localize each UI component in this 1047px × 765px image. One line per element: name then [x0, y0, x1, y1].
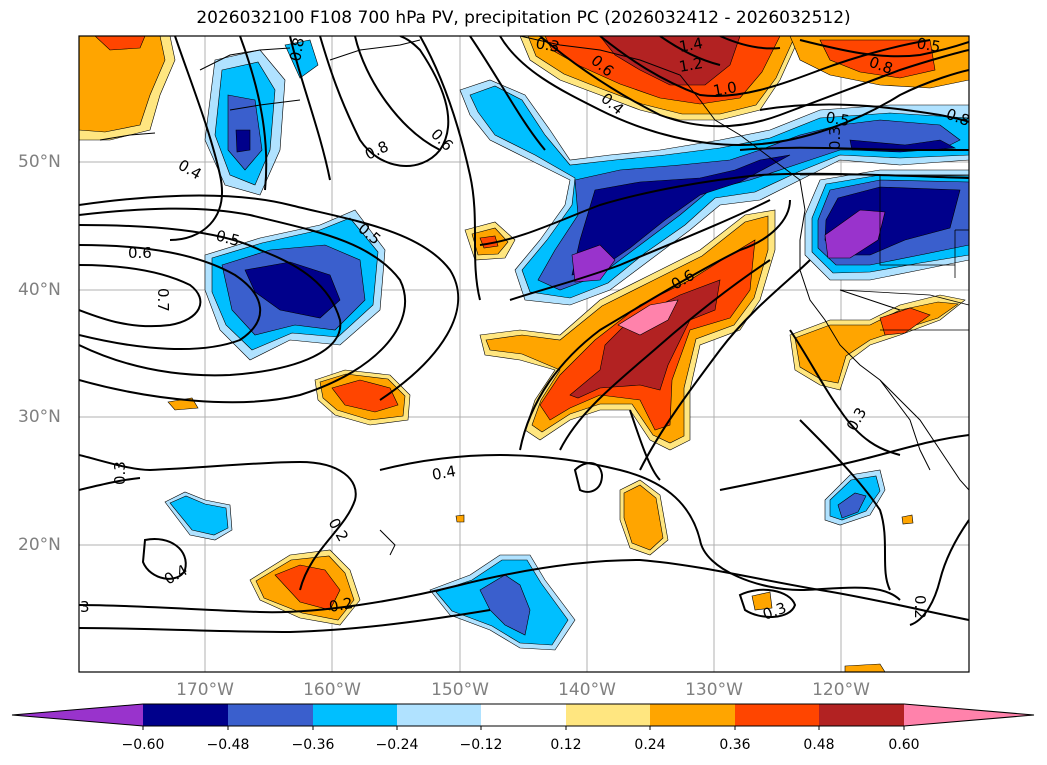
negative-anomaly-region [479, 574, 531, 636]
lat-label: 40°N [18, 280, 61, 300]
negative-anomaly-region [837, 492, 867, 519]
colorbar-tick-label: 0.60 [888, 737, 920, 753]
colorbar-tick-label: 0.24 [634, 737, 666, 753]
contour-label: 0.3 [534, 34, 561, 56]
colorbar-tick-label: −0.48 [206, 737, 250, 753]
lat-label: 20°N [18, 535, 61, 555]
precip-shading [79, 36, 969, 672]
coastlines [99, 36, 969, 556]
colorbar-tick-label: 0.12 [550, 737, 582, 753]
lon-label: 170°W [176, 680, 234, 700]
colorbar-segment [904, 704, 1034, 726]
lon-label: 140°W [558, 680, 616, 700]
contour-label: 0.2 [911, 595, 929, 619]
contour-label: 0.2 [328, 594, 355, 616]
contour-label: 0.7 [154, 288, 172, 312]
positive-anomaly-region [879, 307, 931, 336]
lon-label: 130°W [685, 680, 743, 700]
positive-anomaly-region [79, 36, 166, 133]
colorbar-tick-label: −0.12 [459, 737, 503, 753]
colorbar-segment [12, 704, 143, 726]
colorbar-segment [313, 704, 397, 726]
positive-anomaly-region [569, 279, 721, 399]
positive-anomaly-region [751, 591, 773, 611]
colorbar-tick-label: −0.60 [121, 737, 165, 753]
map-frame [78, 35, 970, 673]
positive-anomaly-region [844, 663, 886, 672]
contour-label: 3 [80, 598, 90, 616]
map-plot-area: 1.4 1.2 1.0 0.6 0.8 0.5 0.8 0.6 0.4 0.8 … [79, 34, 969, 672]
colorbar-segment [566, 704, 650, 726]
colorbar-segment [819, 704, 904, 726]
negative-anomaly-region [244, 261, 341, 319]
colorbar-segment [481, 704, 566, 726]
lon-label: 150°W [431, 680, 489, 700]
positive-anomaly-region [274, 564, 341, 611]
contour-label: 0.5 [214, 226, 242, 250]
colorbar [11, 703, 1035, 730]
contour-label: 0.4 [431, 462, 458, 484]
contour-label: 0.3 [826, 126, 844, 150]
negative-anomaly-region [235, 129, 251, 153]
contour-label: 0.8 [286, 36, 308, 63]
contour-label: 0.5 [824, 108, 851, 130]
contour-label: 1.2 [678, 54, 705, 76]
colorbar-tick-label: −0.36 [291, 737, 335, 753]
lat-label: 30°N [18, 407, 61, 427]
colorbar-segment [735, 704, 819, 726]
positive-anomaly-region [617, 299, 679, 336]
colorbar-tick-label: 0.36 [719, 737, 751, 753]
positive-anomaly-region [94, 36, 146, 51]
colorbar-tick-label: −0.24 [375, 737, 419, 753]
contour-label: 0.5 [915, 34, 942, 56]
positive-anomaly-region [455, 514, 465, 523]
positive-anomaly-region [901, 514, 914, 525]
colorbar-tick-label: 0.48 [803, 737, 835, 753]
contour-label: 0.3 [111, 461, 129, 485]
contour-label: 1.4 [678, 34, 705, 56]
colorbar-segment [650, 704, 735, 726]
positive-anomaly-region [331, 379, 399, 413]
contour-label: 1.0 [712, 78, 739, 100]
negative-anomaly-region [824, 209, 886, 259]
negative-anomaly-region [169, 495, 229, 536]
colorbar-segment [228, 704, 313, 726]
colorbar-segment [143, 704, 228, 726]
lon-label: 120°W [812, 680, 870, 700]
colorbar-segment [397, 704, 481, 726]
lat-label: 50°N [18, 152, 61, 172]
contour-label: 0.6 [128, 244, 152, 262]
map-title: 2026032100 F108 700 hPa PV, precipitatio… [196, 8, 851, 28]
lon-label: 160°W [303, 680, 361, 700]
positive-anomaly-region [623, 484, 664, 551]
pv-contours [79, 36, 969, 634]
